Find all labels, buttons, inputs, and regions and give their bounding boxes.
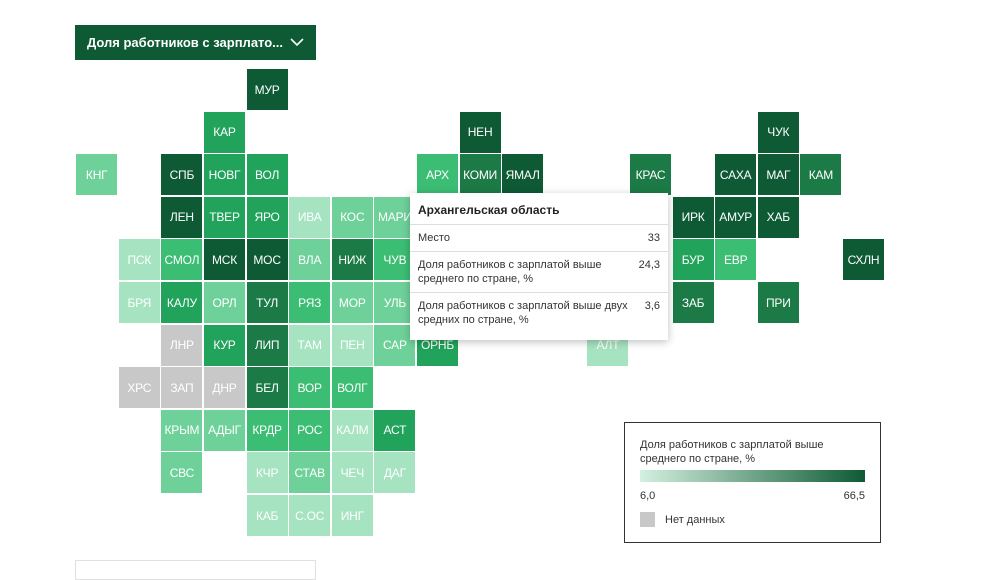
legend-no-data-swatch <box>640 512 655 527</box>
region-tile-ТУЛ[interactable]: ТУЛ <box>246 282 288 323</box>
region-tile-ИВА[interactable]: ИВА <box>289 196 331 238</box>
region-tile-КЧР[interactable]: КЧР <box>246 452 288 494</box>
region-tile-ЗАП[interactable]: ЗАП <box>161 367 203 409</box>
region-tile-ЗАБ[interactable]: ЗАБ <box>672 282 714 323</box>
region-tile-ТВЕР[interactable]: ТВЕР <box>204 196 245 238</box>
tooltip-row-value: 3,6 <box>644 300 660 312</box>
region-tile-МОС[interactable]: МОС <box>246 239 288 281</box>
region-tile-ПСК[interactable]: ПСК <box>118 239 160 281</box>
region-tile-БУР[interactable]: БУР <box>672 239 714 281</box>
chevron-down-icon <box>290 38 304 47</box>
region-tile-СХЛН[interactable]: СХЛН <box>843 239 884 281</box>
region-tile-САХА[interactable]: САХА <box>715 154 757 196</box>
legend-min-value: 6,0 <box>640 490 656 502</box>
region-tile-КАЛУ[interactable]: КАЛУ <box>161 282 203 323</box>
region-tile-ЧУВ[interactable]: ЧУВ <box>374 239 416 281</box>
region-tile-ИНГ[interactable]: ИНГ <box>331 495 373 536</box>
region-tile-ОРЛ[interactable]: ОРЛ <box>204 282 245 323</box>
region-tile-ИРК[interactable]: ИРК <box>672 196 714 238</box>
region-tile-ЧЕЧ[interactable]: ЧЕЧ <box>331 452 373 494</box>
tooltip-row-value: 33 <box>647 232 660 244</box>
legend-color-scale <box>640 470 865 482</box>
region-tile-ХАБ[interactable]: ХАБ <box>757 196 799 238</box>
region-tile-ЛЕН[interactable]: ЛЕН <box>161 196 203 238</box>
region-tile-МОР[interactable]: МОР <box>331 282 373 323</box>
region-tile-КАР[interactable]: КАР <box>204 111 245 153</box>
region-tile-ДАГ[interactable]: ДАГ <box>374 452 416 494</box>
region-tile-МАГ[interactable]: МАГ <box>757 154 799 196</box>
region-tile-НОВГ[interactable]: НОВГ <box>204 154 245 196</box>
region-tile-СМОЛ[interactable]: СМОЛ <box>161 239 203 281</box>
region-tile-КНГ[interactable]: КНГ <box>76 154 118 196</box>
region-tile-КРАС[interactable]: КРАС <box>630 154 671 196</box>
tooltip-row-value: 24,3 <box>638 259 660 271</box>
region-tile-МСК[interactable]: МСК <box>204 239 245 281</box>
tooltip-row-rank: Место 33 <box>410 225 668 252</box>
region-tile-САР[interactable]: САР <box>374 324 416 366</box>
region-tile-ХРС[interactable]: ХРС <box>118 367 160 409</box>
tooltip-row-above-double-average: Доля работников с зарплатой выше двух ср… <box>410 293 668 333</box>
region-tile-КАМ[interactable]: КАМ <box>800 154 842 196</box>
tooltip-row-label: Доля работников с зарплатой выше среднег… <box>418 259 602 285</box>
region-tile-ТАМ[interactable]: ТАМ <box>289 324 331 366</box>
region-tile-ВОР[interactable]: ВОР <box>289 367 331 409</box>
tooltip-row-label: Доля работников с зарплатой выше двух ср… <box>418 300 628 326</box>
region-tile-АСТ[interactable]: АСТ <box>374 409 416 451</box>
region-tile-ЯМАЛ[interactable]: ЯМАЛ <box>502 154 544 196</box>
region-tile-КОС[interactable]: КОС <box>331 196 373 238</box>
region-tile-МАРИ[interactable]: МАРИ <box>374 196 416 238</box>
region-tile-С.ОС[interactable]: С.ОС <box>289 495 331 536</box>
secondary-dropdown[interactable] <box>75 560 316 580</box>
tooltip-title: Архангельская область <box>410 193 668 225</box>
region-tile-АМУР[interactable]: АМУР <box>715 196 757 238</box>
region-tile-ПЕН[interactable]: ПЕН <box>331 324 373 366</box>
indicator-dropdown[interactable]: Доля работников с зарплато... <box>75 25 316 60</box>
region-tile-КРЫМ[interactable]: КРЫМ <box>161 409 203 451</box>
region-tile-НЕН[interactable]: НЕН <box>459 111 501 153</box>
region-tile-ВОЛ[interactable]: ВОЛ <box>246 154 288 196</box>
region-tile-ПРИ[interactable]: ПРИ <box>757 282 799 323</box>
region-tile-РОС[interactable]: РОС <box>289 409 331 451</box>
map-legend: Доля работников с зарплатой выше среднег… <box>624 422 881 543</box>
region-tile-СПБ[interactable]: СПБ <box>161 154 203 196</box>
region-tile-СВС[interactable]: СВС <box>161 452 203 494</box>
region-tile-КАБ[interactable]: КАБ <box>246 495 288 536</box>
region-tile-ЯРО[interactable]: ЯРО <box>246 196 288 238</box>
legend-no-data-label: Нет данных <box>665 514 725 526</box>
region-tile-БЕЛ[interactable]: БЕЛ <box>246 367 288 409</box>
region-tile-ВЛА[interactable]: ВЛА <box>289 239 331 281</box>
region-tile-ЧУК[interactable]: ЧУК <box>757 111 799 153</box>
region-tooltip: Архангельская область Место 33 Доля рабо… <box>410 193 668 340</box>
region-tile-УЛЬ[interactable]: УЛЬ <box>374 282 416 323</box>
legend-title: Доля работников с зарплатой выше среднег… <box>640 439 824 465</box>
region-tile-МУР[interactable]: МУР <box>246 69 288 110</box>
region-tile-АРХ[interactable]: АРХ <box>417 154 458 196</box>
region-tile-АДЫГ[interactable]: АДЫГ <box>204 409 245 451</box>
region-tile-НИЖ[interactable]: НИЖ <box>331 239 373 281</box>
region-tile-БРЯ[interactable]: БРЯ <box>118 282 160 323</box>
region-tile-РЯЗ[interactable]: РЯЗ <box>289 282 331 323</box>
region-tile-КУР[interactable]: КУР <box>204 324 245 366</box>
region-tile-ЛНР[interactable]: ЛНР <box>161 324 203 366</box>
legend-max-value: 66,5 <box>843 490 865 502</box>
region-tile-ЛИП[interactable]: ЛИП <box>246 324 288 366</box>
indicator-dropdown-label: Доля работников с зарплато... <box>87 35 284 50</box>
tooltip-row-above-average: Доля работников с зарплатой выше среднег… <box>410 252 668 293</box>
tooltip-row-label: Место <box>418 232 450 244</box>
region-tile-ЕВР[interactable]: ЕВР <box>715 239 757 281</box>
region-tile-КОМИ[interactable]: КОМИ <box>459 154 501 196</box>
region-tile-ДНР[interactable]: ДНР <box>204 367 245 409</box>
region-tile-КАЛМ[interactable]: КАЛМ <box>331 409 373 451</box>
region-tile-СТАВ[interactable]: СТАВ <box>289 452 331 494</box>
region-tile-ВОЛГ[interactable]: ВОЛГ <box>331 367 373 409</box>
region-tile-КРДР[interactable]: КРДР <box>246 409 288 451</box>
